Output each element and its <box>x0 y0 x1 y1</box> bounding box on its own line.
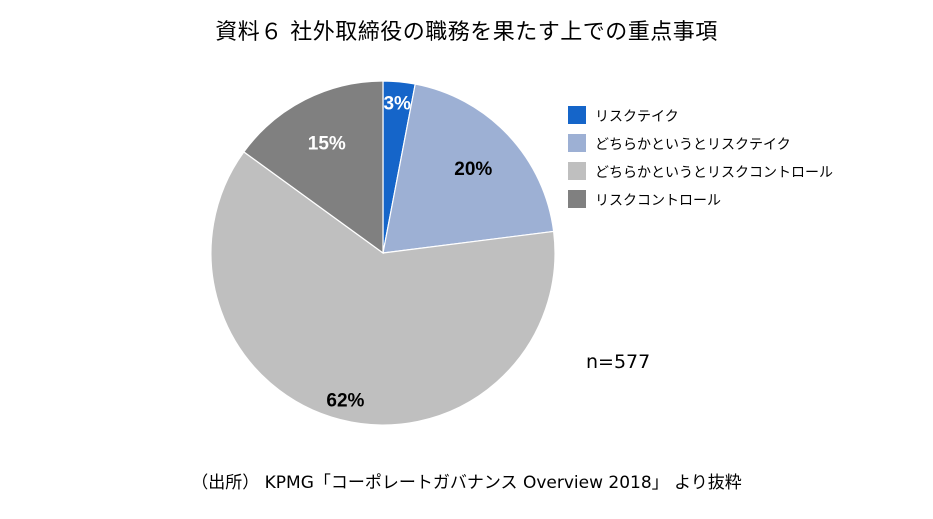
legend-label-3: どちらかというとリスクコントロール <box>595 165 833 181</box>
legend-swatch-2 <box>568 134 586 152</box>
legend-swatch-4 <box>568 190 586 208</box>
pie-labels: 3% 20% 62% 15% <box>308 93 493 411</box>
pie-slice-4 <box>243 80 384 255</box>
pie-slices <box>210 80 556 426</box>
source-note: （出所） KPMG「コーポレートガバナンス Overview 2018」 より抜… <box>191 473 742 493</box>
data-label-2: 20% <box>454 159 492 180</box>
chart-title: 資料６ 社外取締役の職務を果たす上での重点事項 <box>215 20 718 45</box>
legend: リスクテイクどちらかというとリスクテイクどちらかというとリスクコントロールリスク… <box>568 106 833 209</box>
data-label-1: 3% <box>383 93 411 114</box>
legend-label-2: どちらかというとリスクテイク <box>595 137 791 153</box>
data-label-3: 62% <box>326 391 364 412</box>
legend-label-4: リスクコントロール <box>595 193 721 209</box>
pie-slice-3 <box>210 151 556 426</box>
data-label-4: 15% <box>308 134 346 155</box>
pie-slice-2 <box>382 83 555 254</box>
legend-swatch-3 <box>568 162 586 180</box>
legend-swatch-1 <box>568 106 586 124</box>
sample-size-annotation: n=577 <box>586 351 651 373</box>
legend-label-1: リスクテイク <box>595 109 679 125</box>
